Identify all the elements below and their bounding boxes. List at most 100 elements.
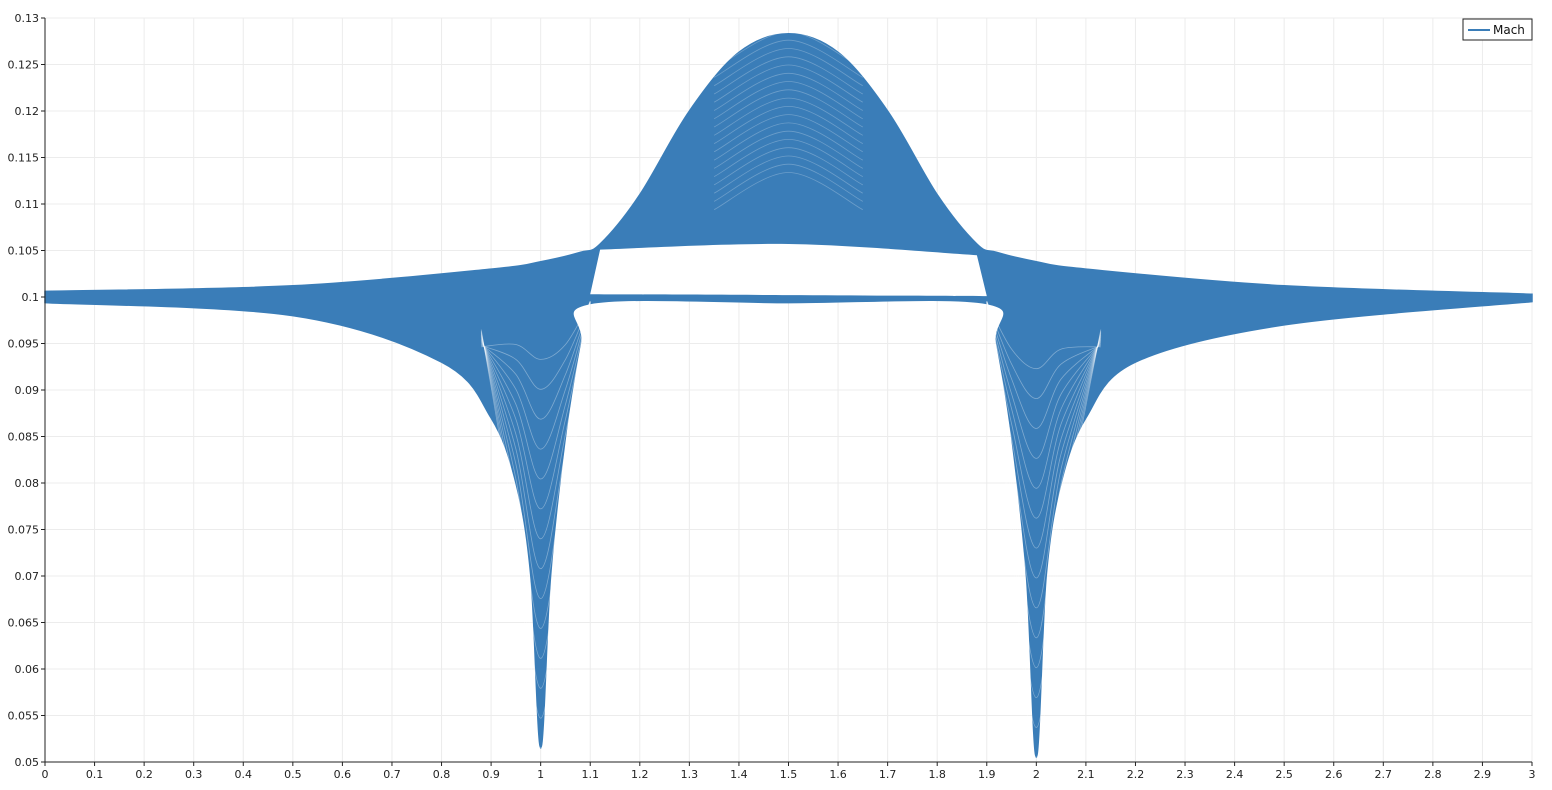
mach-curve-dip1 (480, 301, 591, 600)
mach-curve-dip2 (986, 301, 1102, 609)
mach-series (44, 31, 1533, 759)
y-tick-label: 0.075 (8, 524, 40, 537)
x-tick-label: 0.6 (334, 768, 352, 781)
mach-curve-dip2 (986, 301, 1102, 429)
x-tick-label: 1.9 (978, 768, 996, 781)
mach-curve-dip2 (986, 301, 1102, 489)
y-tick-label: 0.115 (8, 152, 40, 165)
mach-curve-dip2 (986, 301, 1102, 639)
mach-curve-hump (713, 72, 863, 111)
legend-box (1462, 18, 1533, 41)
mach-curve-dip1 (480, 301, 591, 480)
mach-curve-hump (713, 155, 863, 194)
mach-curve-hump (713, 97, 863, 136)
mach-curve-hump (713, 56, 863, 95)
x-tick-label: 2.4 (1226, 768, 1244, 781)
mach-curve-dip1 (480, 301, 591, 719)
y-tick-label: 0.07 (15, 570, 40, 583)
mach-curve-dip1 (480, 301, 591, 689)
y-tick-label: 0.065 (8, 617, 40, 630)
x-tick-label: 2.5 (1275, 768, 1293, 781)
mach-curve-family (480, 31, 1102, 758)
mach-curve-dip2 (986, 301, 1102, 758)
y-tick-label: 0.08 (15, 477, 40, 490)
legend: Mach (1462, 18, 1533, 41)
mach-curve-hump (713, 114, 863, 153)
mach-curve-hump (713, 122, 863, 161)
y-tick-label: 0.125 (8, 59, 40, 72)
x-tick-label: 2.2 (1127, 768, 1145, 781)
mach-curve-dip2 (986, 301, 1101, 400)
x-tick-label: 1.5 (780, 768, 798, 781)
mach-envelope (44, 33, 1533, 759)
mach-curve-dip2 (986, 301, 1102, 669)
mach-curve-hump (713, 105, 863, 144)
y-tick-label: 0.105 (8, 245, 40, 258)
x-tick-label: 0.7 (383, 768, 401, 781)
x-tick-label: 1.7 (879, 768, 897, 781)
x-tick-label: 1.3 (681, 768, 699, 781)
mach-curve-dip2 (986, 301, 1102, 519)
x-tick-label: 0.4 (235, 768, 253, 781)
x-tick-label: 3 (1529, 768, 1536, 781)
y-tick-label: 0.055 (8, 710, 40, 723)
mach-curve-dip1 (481, 301, 591, 390)
x-tick-label: 1 (537, 768, 544, 781)
x-tick-label: 2.3 (1176, 768, 1194, 781)
x-tick-label: 2 (1033, 768, 1040, 781)
mach-curve-dip1 (480, 301, 591, 540)
x-tick-label: 0.5 (284, 768, 302, 781)
x-tick-label: 2.9 (1474, 768, 1492, 781)
mach-curve-dip1 (480, 301, 591, 629)
mach-curve-dip2 (986, 301, 1101, 370)
x-axis-ticks: 0 0.1 0.2 0.3 0.4 0.5 0.6 0.7 0.8 0.9 1 1.1 1.2 1.3 1.… (42, 762, 1536, 781)
mach-curve-hump (713, 138, 863, 177)
mach-curve-dip1 (480, 301, 591, 570)
mach-curve-hump (713, 31, 863, 70)
y-tick-label: 0.1 (22, 291, 40, 304)
mach-curve-hump (713, 39, 863, 78)
y-tick-label: 0.06 (15, 663, 40, 676)
x-tick-label: 0.1 (86, 768, 104, 781)
mach-curve-hump (713, 64, 863, 103)
mach-curve-dip2 (986, 301, 1102, 728)
y-tick-label: 0.12 (15, 105, 40, 118)
x-tick-label: 0.3 (185, 768, 203, 781)
mach-curve-dip1 (480, 301, 591, 420)
y-tick-label: 0.13 (15, 12, 40, 25)
x-tick-label: 0.8 (433, 768, 451, 781)
y-tick-label: 0.11 (15, 198, 40, 211)
x-tick-label: 1.6 (829, 768, 847, 781)
mach-curve-hump (713, 89, 863, 128)
mach-curve-hump (713, 48, 863, 87)
mach-curve-dip1 (480, 301, 591, 510)
x-tick-label: 2.6 (1325, 768, 1343, 781)
mach-curve-dip1 (481, 301, 591, 360)
x-tick-label: 0.2 (135, 768, 153, 781)
mach-curve-dip1 (480, 301, 591, 450)
mach-curve-dip2 (986, 301, 1102, 549)
mach-curve-dip1 (480, 301, 591, 659)
x-tick-label: 0.9 (482, 768, 500, 781)
x-tick-label: 2.1 (1077, 768, 1095, 781)
mach-curve-hump (713, 81, 863, 120)
y-tick-label: 0.095 (8, 338, 40, 351)
mach-curve-dip2 (986, 301, 1102, 459)
legend-label-mach: Mach (1493, 23, 1525, 37)
y-tick-label: 0.085 (8, 431, 40, 444)
x-tick-label: 1.1 (581, 768, 599, 781)
mach-curve-dip2 (986, 301, 1102, 699)
mach-curve-dip2 (986, 301, 1102, 579)
x-tick-label: 2.8 (1424, 768, 1442, 781)
x-tick-label: 1.4 (730, 768, 748, 781)
y-axis-ticks: 0.05 0.055 0.06 0.065 0.07 0.075 0.08 0.085 0.09… (8, 12, 45, 769)
mach-curve-hump (713, 172, 863, 211)
mach-inner-gap (590, 243, 987, 297)
mach-curve-hump (713, 130, 863, 169)
mach-curve-dip1 (480, 301, 591, 749)
mach-curve-hump (713, 163, 863, 202)
mach-curve-hump (713, 147, 863, 186)
x-tick-label: 1.8 (928, 768, 946, 781)
x-tick-label: 0 (42, 768, 49, 781)
